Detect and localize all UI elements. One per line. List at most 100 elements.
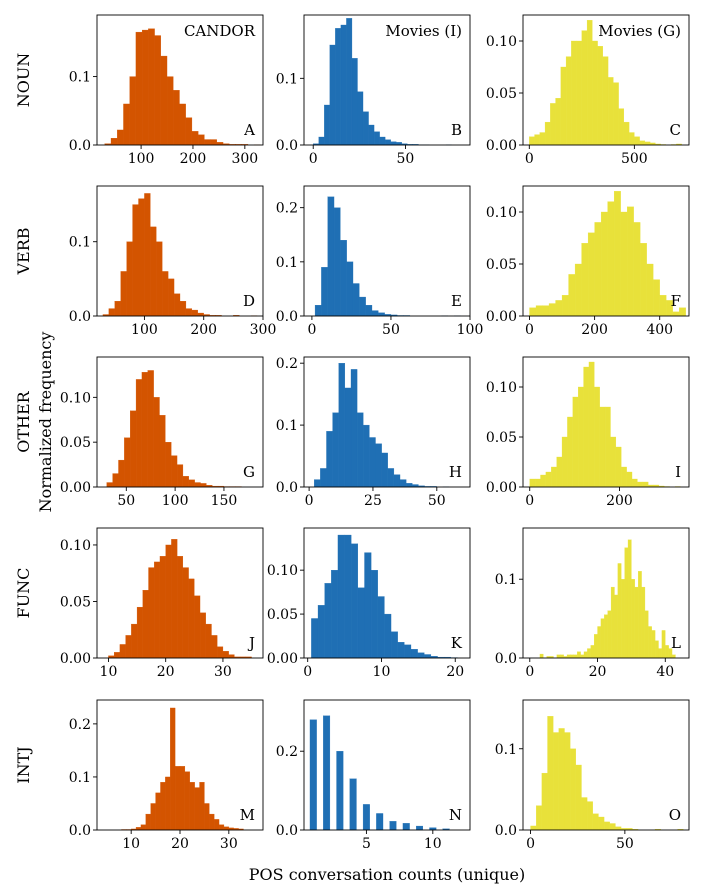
bar-K-12 bbox=[390, 631, 398, 659]
bar-B-9 bbox=[362, 111, 369, 146]
bar-K-9 bbox=[370, 570, 378, 659]
y-tick-label-D-0: 0.0 bbox=[69, 309, 91, 325]
bar-L-24 bbox=[621, 579, 625, 659]
bar-J-6 bbox=[142, 590, 149, 659]
y-tick-label-J-0: 0.00 bbox=[60, 651, 91, 667]
bar-I-16 bbox=[615, 446, 622, 488]
bar-G-8 bbox=[153, 397, 160, 488]
bar-A-10 bbox=[166, 76, 174, 146]
bar-A-6 bbox=[141, 29, 149, 146]
bar-K-3 bbox=[331, 570, 339, 659]
bar-B-5 bbox=[340, 24, 347, 146]
bar-F-19 bbox=[653, 279, 660, 317]
bar-L-13 bbox=[583, 651, 588, 659]
panel-letter-I: I bbox=[675, 463, 681, 481]
bar-C-10 bbox=[581, 30, 588, 146]
bar-A-12 bbox=[179, 103, 186, 146]
bar-G-12 bbox=[176, 464, 184, 488]
y-tick-label-B-0: 0.0 bbox=[276, 138, 298, 154]
bar-L-34 bbox=[654, 640, 659, 659]
bar-I-14 bbox=[604, 406, 611, 488]
panel-letter-F: F bbox=[671, 292, 681, 310]
panel-letter-H: H bbox=[449, 463, 462, 481]
bar-L-8 bbox=[566, 654, 571, 659]
bar-L-25 bbox=[624, 547, 629, 659]
bar-C-3 bbox=[544, 121, 551, 146]
bar-B-14 bbox=[390, 141, 397, 146]
x-tick-label-H-0: 0 bbox=[305, 493, 314, 509]
bar-H-10 bbox=[375, 443, 382, 488]
panel-letter-B: B bbox=[451, 121, 462, 139]
y-tick-label-M-2: 0.2 bbox=[69, 717, 91, 733]
bar-N-7 bbox=[402, 823, 410, 831]
bar-B-10 bbox=[368, 124, 375, 146]
y-tick-label-L-1: 0.1 bbox=[495, 572, 517, 588]
bar-C-0 bbox=[529, 136, 535, 146]
bar-M-16 bbox=[199, 782, 205, 831]
x-tick-label-G-0: 50 bbox=[117, 493, 135, 509]
bar-N-5 bbox=[376, 813, 384, 831]
y-tick-label-D-1: 0.1 bbox=[69, 235, 91, 251]
bar-O-8 bbox=[575, 764, 582, 831]
bar-J-10 bbox=[165, 544, 172, 659]
bar-C-1 bbox=[534, 134, 540, 146]
bar-J-21 bbox=[228, 654, 235, 659]
x-tick-label-F-0: 0 bbox=[525, 322, 534, 338]
bar-K-10 bbox=[377, 596, 385, 659]
bar-C-21 bbox=[639, 140, 646, 146]
bar-I-7 bbox=[567, 416, 573, 488]
panel-A: 100 200 300 0.0 0.1 A bbox=[69, 14, 264, 167]
bar-L-9 bbox=[570, 654, 574, 659]
y-tick-label-I-2: 0.10 bbox=[486, 380, 517, 396]
bar-M-17 bbox=[204, 803, 210, 831]
bar-C-2 bbox=[539, 132, 546, 146]
bar-J-14 bbox=[188, 578, 195, 659]
x-tick-label-I-0: 0 bbox=[525, 493, 534, 509]
bar-A-7 bbox=[148, 28, 155, 146]
bar-I-0 bbox=[529, 478, 536, 488]
bar-J-11 bbox=[171, 539, 178, 659]
bar-L-39 bbox=[671, 654, 676, 659]
bar-G-15 bbox=[194, 482, 201, 488]
x-tick-label-N-0: 5 bbox=[362, 836, 371, 852]
bar-J-5 bbox=[136, 606, 143, 659]
axes-frame-K bbox=[303, 527, 471, 659]
bar-I-15 bbox=[610, 436, 617, 488]
panel-M: 10 20 30 0.0 0.1 0.2 M bbox=[69, 699, 264, 852]
column-title-2: Movies (G) bbox=[598, 22, 681, 40]
x-tick-label-A-2: 300 bbox=[231, 151, 258, 167]
y-tick-label-I-0: 0.00 bbox=[486, 480, 517, 496]
bar-F-6 bbox=[568, 274, 576, 317]
bar-E-4 bbox=[340, 240, 347, 317]
panel-letter-G: G bbox=[243, 463, 255, 481]
bar-N-3 bbox=[349, 778, 357, 831]
bar-I-5 bbox=[556, 456, 563, 488]
column-title-0: CANDOR bbox=[184, 22, 256, 40]
y-tick-label-O-0: 0.0 bbox=[495, 823, 517, 839]
panel-letter-N: N bbox=[449, 806, 462, 824]
bar-D-10 bbox=[162, 271, 169, 317]
bar-O-12 bbox=[598, 816, 605, 831]
bar-F-14 bbox=[620, 211, 628, 317]
bar-O-10 bbox=[586, 801, 593, 831]
axes-frame-C bbox=[522, 14, 690, 146]
bar-H-0 bbox=[314, 479, 321, 488]
bar-O-4 bbox=[553, 732, 559, 831]
bar-C-19 bbox=[628, 132, 635, 146]
bar-L-15 bbox=[590, 645, 595, 659]
axes-frame-O bbox=[522, 699, 690, 831]
x-tick-label-H-1: 25 bbox=[364, 493, 382, 509]
y-tick-label-B-1: 0.1 bbox=[276, 71, 298, 87]
bar-N-4 bbox=[362, 804, 370, 831]
bar-K-15 bbox=[410, 649, 418, 659]
bar-C-12 bbox=[592, 40, 598, 146]
bar-L-29 bbox=[638, 571, 642, 659]
bar-H-15 bbox=[406, 483, 413, 488]
bar-I-10 bbox=[583, 366, 590, 488]
x-tick-label-G-1: 100 bbox=[162, 493, 189, 509]
bar-L-36 bbox=[661, 630, 666, 659]
bar-J-16 bbox=[199, 612, 206, 659]
panel-letter-E: E bbox=[451, 292, 462, 310]
bar-I-3 bbox=[545, 471, 552, 488]
